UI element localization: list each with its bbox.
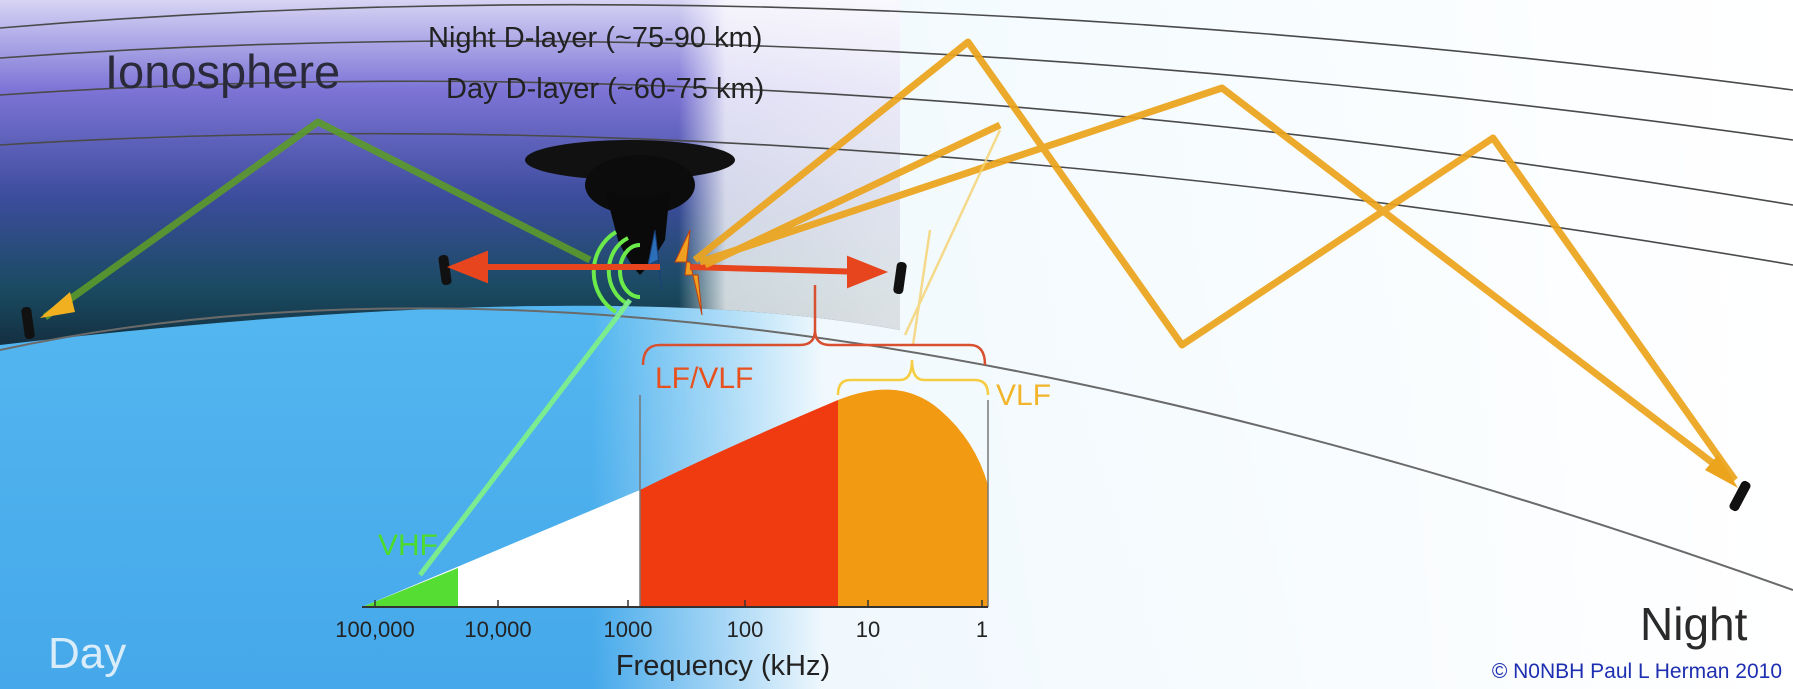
tick-label: 10: [856, 617, 880, 642]
vhf-wave-rings: [591, 230, 641, 314]
faint-vlf-rays: [903, 129, 1002, 346]
tick-label: 1: [976, 617, 988, 642]
vlf-band: [838, 389, 988, 607]
layer-arcs: [0, 3, 1793, 591]
antenna-icon: [438, 254, 452, 286]
ground-arc: [0, 307, 1793, 591]
frequency-spectrum: 100,000 10,000 1000 100 10 1 Frequency (…: [335, 389, 989, 682]
day-layer-top-arc: [0, 80, 1793, 206]
antenna-icon: [21, 306, 35, 340]
night-label: Night: [1640, 598, 1748, 650]
night-layer-top-arc: [0, 3, 1793, 91]
green-arrowhead: [40, 292, 75, 318]
night-layer-label: Night D-layer (~75-90 km): [428, 22, 762, 54]
receiver-icons: [21, 254, 1751, 512]
day-layer-label: Day D-layer (~60-75 km): [446, 73, 764, 105]
day-label: Day: [48, 629, 126, 678]
tick-marks: [374, 600, 983, 607]
vhf-ray: [418, 298, 632, 577]
vlf-bracket: [836, 359, 990, 396]
groundwave-rays: [446, 250, 889, 289]
ionosphere-label: Ionosphere: [105, 45, 340, 98]
antenna-icon: [1729, 480, 1751, 512]
tick-label: 1000: [604, 617, 653, 642]
vhf-band: [362, 568, 458, 607]
tick-label: 10,000: [464, 617, 531, 642]
lf-vlf-bracket: [641, 285, 987, 366]
day-layer-bottom-arc: [0, 132, 1793, 266]
spectrum-background-wedge: [362, 490, 640, 607]
antenna-icon: [893, 261, 907, 295]
lf-vlf-band: [640, 400, 838, 607]
tick-label: 100,000: [335, 617, 415, 642]
night-layer-bottom-arc: [0, 40, 1793, 141]
credit-text: © N0NBH Paul L Herman 2010: [1492, 660, 1782, 683]
lf-vlf-label: LF/VLF: [655, 362, 753, 395]
vlf-label: VLF: [996, 379, 1051, 412]
tick-label: 100: [727, 617, 764, 642]
orange-skywave-rays: [692, 38, 1738, 483]
spectrum-axis-title: Frequency (kHz): [616, 650, 830, 682]
vhf-label: VHF: [378, 529, 438, 562]
green-skywave-ray: [42, 118, 592, 320]
orange-arrowhead: [1705, 455, 1738, 488]
